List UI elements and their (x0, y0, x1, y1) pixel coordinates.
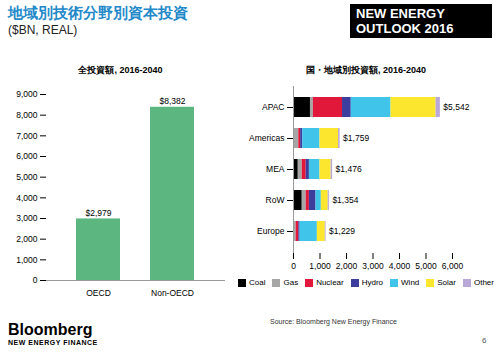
svg-text:8,000: 8,000 (16, 110, 38, 120)
html-text:Wind: Wind (401, 278, 420, 287)
svg-text:$1,354: $1,354 (332, 195, 358, 205)
svg-text:Non-OECD: Non-OECD (151, 288, 194, 298)
html-text:Nuclear: Nuclear (316, 278, 344, 287)
svg-text:OECD: OECD (86, 288, 111, 298)
html-text:($BN, REAL): ($BN, REAL) (8, 23, 78, 37)
html-text:Hydro: Hydro (361, 278, 383, 287)
html-text:Coal: Coal (249, 278, 266, 287)
svg-text:2,000: 2,000 (336, 261, 358, 271)
svg-text:5,000: 5,000 (415, 261, 437, 271)
svg-text:7,000: 7,000 (16, 131, 38, 141)
html-text:6: 6 (482, 336, 487, 345)
svg-text:$1,229: $1,229 (329, 226, 355, 236)
html-text:OUTLOOK 2016: OUTLOOK 2016 (356, 21, 454, 36)
svg-text:1,000: 1,000 (309, 261, 331, 271)
html-text:Gas: Gas (283, 278, 299, 287)
html-text:NEW ENERGY: NEW ENERGY (356, 6, 445, 21)
svg-text:6,000: 6,000 (16, 151, 38, 161)
html-text:NEW ENERGY FINANCE: NEW ENERGY FINANCE (8, 339, 98, 346)
html-text:Source: Bloomberg New Energy F: Source: Bloomberg New Energy Finance (270, 318, 397, 325)
html-text:国・地域別投資額, 2016-2040: 国・地域別投資額, 2016-2040 (306, 65, 426, 75)
html-text:Bloomberg: Bloomberg (8, 321, 93, 338)
svg-text:$1,759: $1,759 (343, 133, 369, 143)
svg-text:$2,979: $2,979 (86, 208, 112, 218)
svg-text:0: 0 (33, 275, 38, 285)
svg-text:Americas: Americas (249, 133, 284, 143)
svg-text:6,000: 6,000 (442, 261, 464, 271)
html-text:Solar: Solar (437, 278, 456, 287)
svg-text:Europe: Europe (257, 226, 285, 236)
svg-text:$1,476: $1,476 (336, 164, 362, 174)
svg-text:3,000: 3,000 (362, 261, 384, 271)
svg-text:9,000: 9,000 (16, 89, 38, 99)
html-text:地域別技術分野別資本投資: 地域別技術分野別資本投資 (8, 4, 188, 21)
svg-text:RoW: RoW (266, 195, 285, 205)
svg-text:MEA: MEA (266, 164, 285, 174)
svg-text:3,000: 3,000 (16, 213, 38, 223)
html-text:Other: Other (474, 278, 494, 287)
svg-text:0: 0 (291, 261, 296, 271)
svg-text:4,000: 4,000 (389, 261, 411, 271)
svg-text:$8,382: $8,382 (160, 96, 186, 106)
svg-text:APAC: APAC (262, 102, 285, 112)
html-text:全投資額, 2016-2040: 全投資額, 2016-2040 (78, 65, 163, 75)
svg-text:2,000: 2,000 (16, 234, 38, 244)
svg-text:$5,542: $5,542 (443, 102, 469, 112)
svg-text:4,000: 4,000 (16, 193, 38, 203)
svg-text:5,000: 5,000 (16, 172, 38, 182)
svg-text:1,000: 1,000 (16, 255, 38, 265)
